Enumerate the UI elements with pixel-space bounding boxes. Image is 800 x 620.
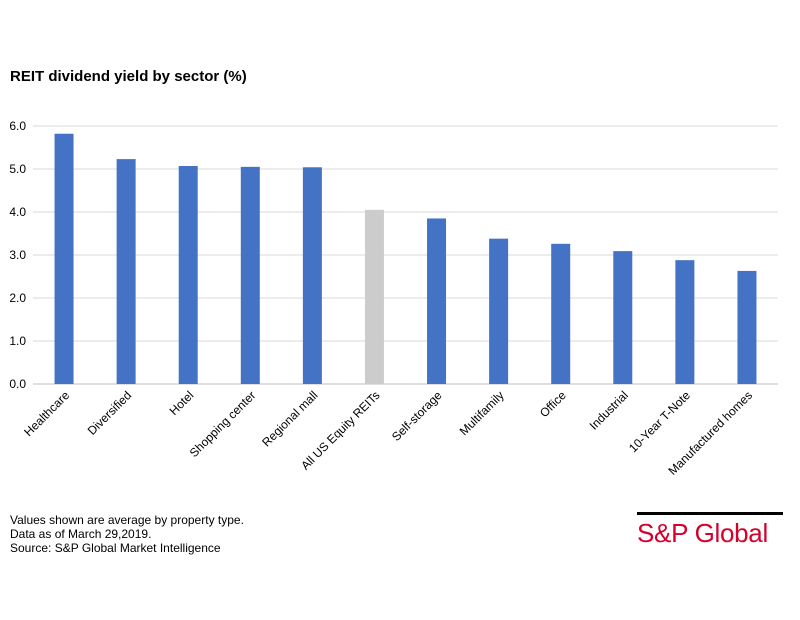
y-tick-label: 5.0 — [9, 162, 26, 176]
bar — [489, 238, 509, 384]
note-line-1: Values shown are average by property typ… — [10, 513, 244, 527]
x-tick-label: Hotel — [167, 388, 197, 418]
y-tick-label: 3.0 — [9, 248, 26, 262]
bar — [116, 159, 136, 384]
x-tick-label: Multifamily — [457, 388, 507, 438]
y-tick-label: 4.0 — [9, 205, 26, 219]
x-tick-label: Regional mall — [259, 388, 320, 449]
y-axis-ticks: 0.0 1.0 2.0 3.0 4.0 5.0 6.0 — [9, 119, 26, 391]
bar — [240, 166, 260, 384]
x-tick-label: Self-storage — [389, 388, 445, 444]
x-tick-label: Healthcare — [21, 388, 72, 439]
x-tick-label: Office — [537, 388, 569, 420]
x-tick-label: Industrial — [587, 388, 631, 432]
bar — [675, 260, 695, 384]
y-tick-label: 0.0 — [9, 377, 26, 391]
bars — [54, 133, 757, 384]
bar — [178, 165, 198, 384]
x-tick-label: 10-Year T-Note — [626, 388, 693, 455]
gridlines — [33, 125, 778, 385]
bar — [427, 218, 447, 384]
y-tick-label: 2.0 — [9, 291, 26, 305]
x-tick-label: Shopping center — [187, 388, 259, 460]
y-tick-label: 1.0 — [9, 334, 26, 348]
bar — [54, 133, 74, 384]
bar — [551, 243, 571, 384]
bar — [364, 209, 384, 384]
logo-text: S&P Global — [637, 518, 768, 548]
y-tick-label: 6.0 — [9, 119, 26, 133]
note-line-2: Data as of March 29,2019. — [10, 527, 152, 541]
logo-bar — [637, 512, 783, 515]
x-tick-label: Diversified — [85, 388, 135, 438]
note-line-3: Source: S&P Global Market Intelligence — [10, 541, 221, 555]
chart-notes: Values shown are average by property typ… — [10, 513, 244, 555]
bar — [302, 167, 322, 384]
sp-global-logo: S&P Global — [637, 512, 783, 549]
bar — [613, 251, 633, 384]
bar — [737, 270, 757, 384]
chart-title: REIT dividend yield by sector (%) — [10, 68, 247, 85]
